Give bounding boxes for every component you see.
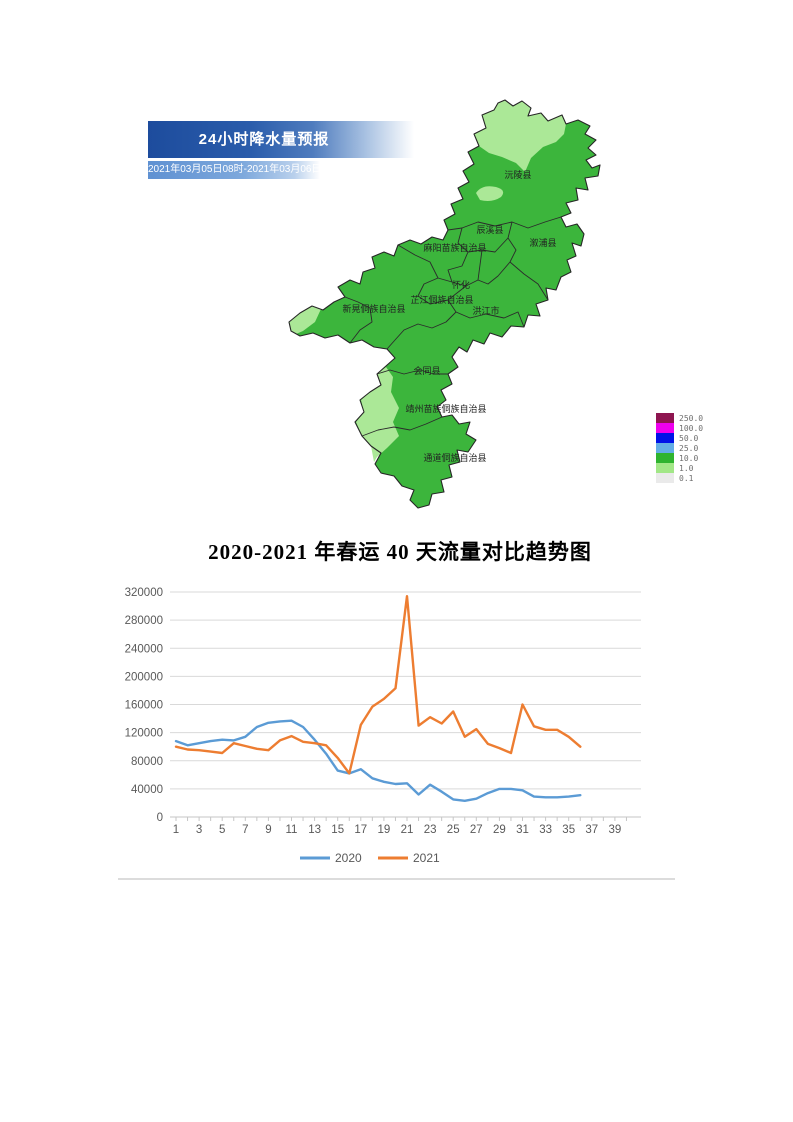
precip-legend-swatch	[656, 453, 674, 463]
county-label: 新晃侗族自治县	[342, 303, 405, 314]
series-line-2021	[174, 595, 582, 775]
y-tick-label: 320000	[125, 587, 163, 599]
x-tick-label: 23	[424, 824, 437, 836]
precip-legend-row: 25.0	[656, 443, 703, 453]
precip-legend-value: 1.0	[679, 463, 694, 473]
x-tick-label: 25	[447, 824, 460, 836]
county-label: 芷江侗族自治县	[410, 294, 473, 305]
x-tick-label: 15	[331, 824, 344, 836]
series-line-2020	[174, 719, 582, 802]
precip-legend-swatch	[656, 473, 674, 483]
x-tick-label: 1	[173, 824, 179, 836]
x-tick-label: 29	[493, 824, 506, 836]
precip-legend-value: 25.0	[679, 443, 699, 453]
chart-legend-label-2020: 2020	[335, 851, 362, 865]
x-tick-label: 27	[470, 824, 483, 836]
x-tick-label: 7	[242, 824, 248, 836]
y-tick-label: 280000	[125, 615, 163, 627]
x-tick-label: 9	[265, 824, 271, 836]
y-tick-label: 0	[157, 812, 163, 824]
precip-legend: 250.0 100.0 50.0 25.0 10.0 1.0 0.1	[656, 413, 703, 483]
precip-legend-row: 250.0	[656, 413, 703, 423]
y-tick-label: 120000	[125, 728, 163, 740]
county-label: 辰溪县	[476, 224, 503, 235]
x-tick-label: 21	[401, 824, 414, 836]
county-borders	[344, 216, 562, 437]
county-label: 通道侗族自治县	[423, 452, 486, 463]
county-label: 靖州苗族侗族自治县	[405, 403, 486, 414]
precip-legend-swatch	[656, 443, 674, 453]
precip-legend-row: 100.0	[656, 423, 703, 433]
precip-legend-value: 10.0	[679, 453, 699, 463]
precip-legend-row: 50.0	[656, 433, 703, 443]
x-tick-label: 13	[308, 824, 321, 836]
y-tick-label: 80000	[131, 756, 163, 768]
county-label: 溆浦县	[529, 237, 556, 248]
x-tick-label: 39	[609, 824, 622, 836]
x-tick-label: 19	[378, 824, 391, 836]
precip-legend-swatch	[656, 423, 674, 433]
precip-legend-value: 50.0	[679, 433, 699, 443]
x-tick-label: 17	[354, 824, 367, 836]
y-tick-label: 160000	[125, 700, 163, 712]
x-tick-label: 35	[562, 824, 575, 836]
section-divider	[118, 878, 675, 880]
light-patch-west-tip	[289, 306, 321, 334]
precip-legend-value: 100.0	[679, 423, 704, 433]
x-tick-label: 11	[286, 824, 298, 836]
y-tick-label: 40000	[131, 784, 163, 796]
county-label: 麻阳苗族自治县	[423, 242, 486, 253]
x-tick-label: 5	[219, 824, 225, 836]
light-patch-north	[474, 100, 566, 172]
precip-legend-swatch	[656, 433, 674, 443]
precip-legend-value: 0.1	[679, 473, 694, 483]
precip-legend-swatch	[656, 413, 674, 423]
precip-light-patches	[289, 100, 566, 462]
x-tick-label: 31	[516, 824, 529, 836]
light-patch-small	[476, 186, 504, 201]
y-tick-label: 200000	[125, 671, 163, 683]
chart-title: 2020-2021 年春运 40 天流量对比趋势图	[208, 540, 592, 564]
x-tick-label: 33	[539, 824, 552, 836]
county-label: 怀化	[452, 279, 470, 290]
county-label: 会同县	[413, 365, 440, 376]
light-patch-southwest	[356, 367, 399, 462]
precip-legend-value: 250.0	[679, 413, 704, 423]
flow-trend-chart: 0 40000 80000 120000 160000 200000 240000 28000…	[125, 587, 641, 865]
county-label: 洪江市	[472, 305, 499, 316]
precip-legend-row: 1.0	[656, 463, 703, 473]
precip-legend-row: 10.0	[656, 453, 703, 463]
map-region-outline	[288, 99, 601, 509]
x-tick-label: 37	[585, 824, 598, 836]
precip-legend-swatch	[656, 463, 674, 473]
map-date-range: 2021年03月05日08时-2021年03月06日08时	[148, 161, 343, 179]
map-title-banner: 24小时降水量预报	[148, 121, 414, 158]
precip-legend-row: 0.1	[656, 473, 703, 483]
y-tick-label: 240000	[125, 643, 163, 655]
x-tick-label: 3	[196, 824, 202, 836]
chart-legend-label-2021: 2021	[413, 851, 440, 865]
county-label: 沅陵县	[504, 169, 531, 180]
